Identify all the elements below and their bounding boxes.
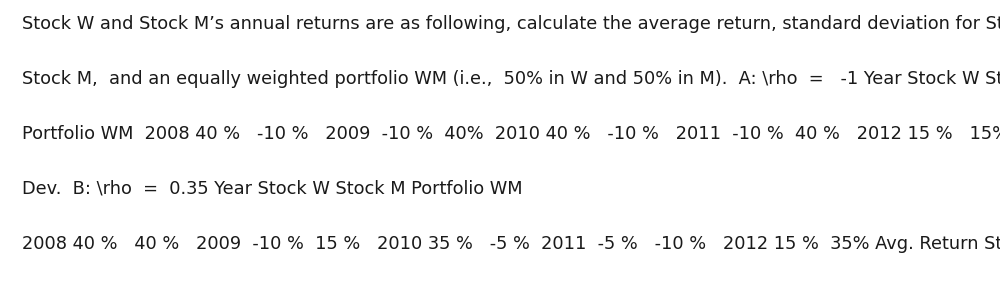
Text: Stock W and Stock M’s annual returns are as following, calculate the average ret: Stock W and Stock M’s annual returns are… [22,15,1000,33]
Text: Portfolio WM  2008 40 %   -10 %   2009  -10 %  40%  2010 40 %   -10 %   2011  -1: Portfolio WM 2008 40 % -10 % 2009 -10 % … [22,125,1000,143]
Text: Dev.  B: \rho  =  0.35 Year Stock W Stock M Portfolio WM: Dev. B: \rho = 0.35 Year Stock W Stock M… [22,180,522,198]
Text: Stock M,  and an equally weighted portfolio WM (i.e.,  50% in W and 50% in M).  : Stock M, and an equally weighted portfol… [22,70,1000,88]
Text: 2008 40 %   40 %   2009  -10 %  15 %   2010 35 %   -5 %  2011  -5 %   -10 %   20: 2008 40 % 40 % 2009 -10 % 15 % 2010 35 %… [22,235,1000,253]
